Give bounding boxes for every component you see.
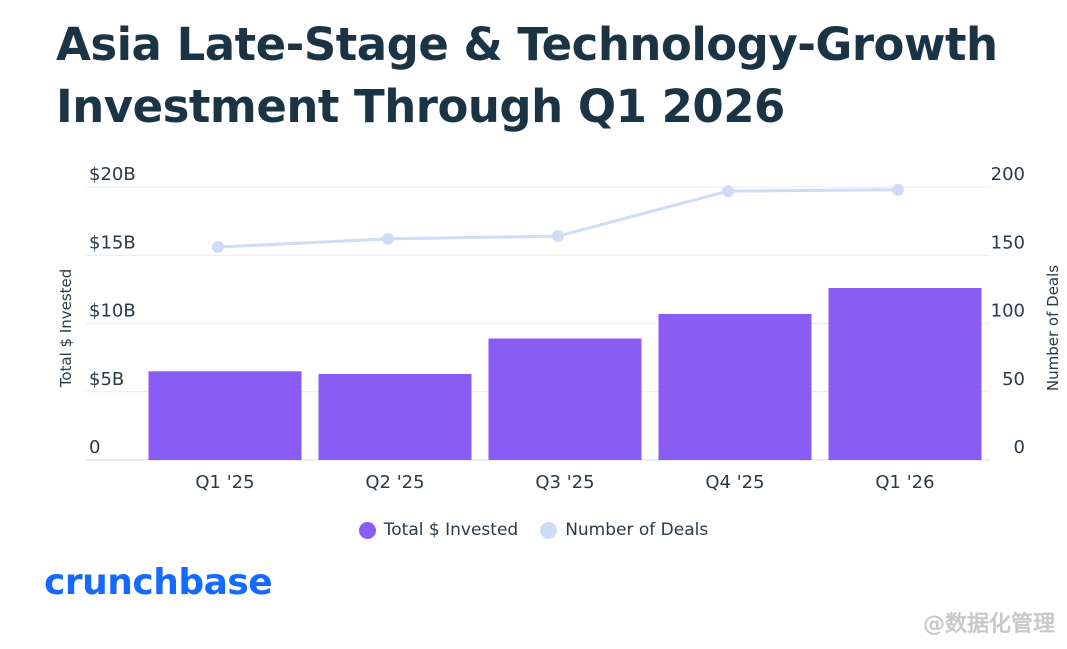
deals-point[interactable]: [722, 185, 734, 198]
right-tick-label: 0: [1014, 437, 1025, 458]
left-axis-title: Total $ Invested: [57, 269, 75, 389]
weibo-watermark: @数据化管理: [922, 612, 1055, 637]
left-tick-label: $10B: [89, 301, 136, 322]
x-tick-label: Q1 '25: [195, 472, 254, 493]
line-series: [212, 183, 904, 254]
left-axis-ticks: 0 $5B $10B $15B $20B: [89, 164, 136, 458]
bar[interactable]: [828, 288, 982, 460]
bar-series: [148, 288, 982, 460]
left-tick-label: $20B: [89, 164, 136, 185]
legend-label: Total $ Invested: [383, 520, 519, 540]
crunchbase-logo: crunchbase: [44, 562, 273, 603]
legend-swatch-purple: [358, 521, 376, 539]
right-tick-label: 150: [991, 232, 1025, 253]
right-axis-title: Number of Deals: [1044, 265, 1062, 391]
deals-point[interactable]: [212, 241, 224, 254]
right-axis-ticks: 0 50 100 150 200: [991, 164, 1025, 458]
deals-point[interactable]: [382, 232, 394, 245]
left-tick-label: $5B: [89, 369, 124, 390]
chart-title: Asia Late-Stage & Technology-Growth Inve…: [56, 18, 998, 133]
right-tick-label: 200: [991, 164, 1025, 185]
bar[interactable]: [658, 313, 812, 460]
left-tick-label: 0: [89, 437, 100, 458]
bar[interactable]: [148, 371, 302, 460]
x-tick-label: Q1 '26: [875, 472, 934, 493]
x-tick-label: Q4 '25: [705, 472, 764, 493]
x-tick-label: Q3 '25: [535, 472, 594, 493]
bar[interactable]: [488, 338, 642, 460]
combo-chart: 0 $5B $10B $15B $20B 0 50 100 150 200 Q1 '25 Q2 '…: [57, 164, 1062, 493]
right-tick-label: 50: [1002, 369, 1025, 390]
legend-label: Number of Deals: [565, 520, 709, 540]
deals-point[interactable]: [552, 230, 564, 243]
x-tick-label: Q2 '25: [365, 472, 424, 493]
legend-item-total-invested[interactable]: Total $ Invested: [358, 520, 519, 540]
legend: Total $ Invested Number of Deals: [0, 520, 1067, 540]
legend-swatch-light-blue: [540, 521, 558, 539]
bar[interactable]: [318, 374, 472, 460]
legend-item-number-of-deals[interactable]: Number of Deals: [540, 520, 708, 540]
deals-point[interactable]: [892, 183, 904, 196]
left-tick-label: $15B: [89, 232, 136, 253]
x-axis-ticks: Q1 '25 Q2 '25 Q3 '25 Q4 '25 Q1 '26: [195, 472, 934, 493]
right-tick-label: 100: [991, 301, 1025, 322]
